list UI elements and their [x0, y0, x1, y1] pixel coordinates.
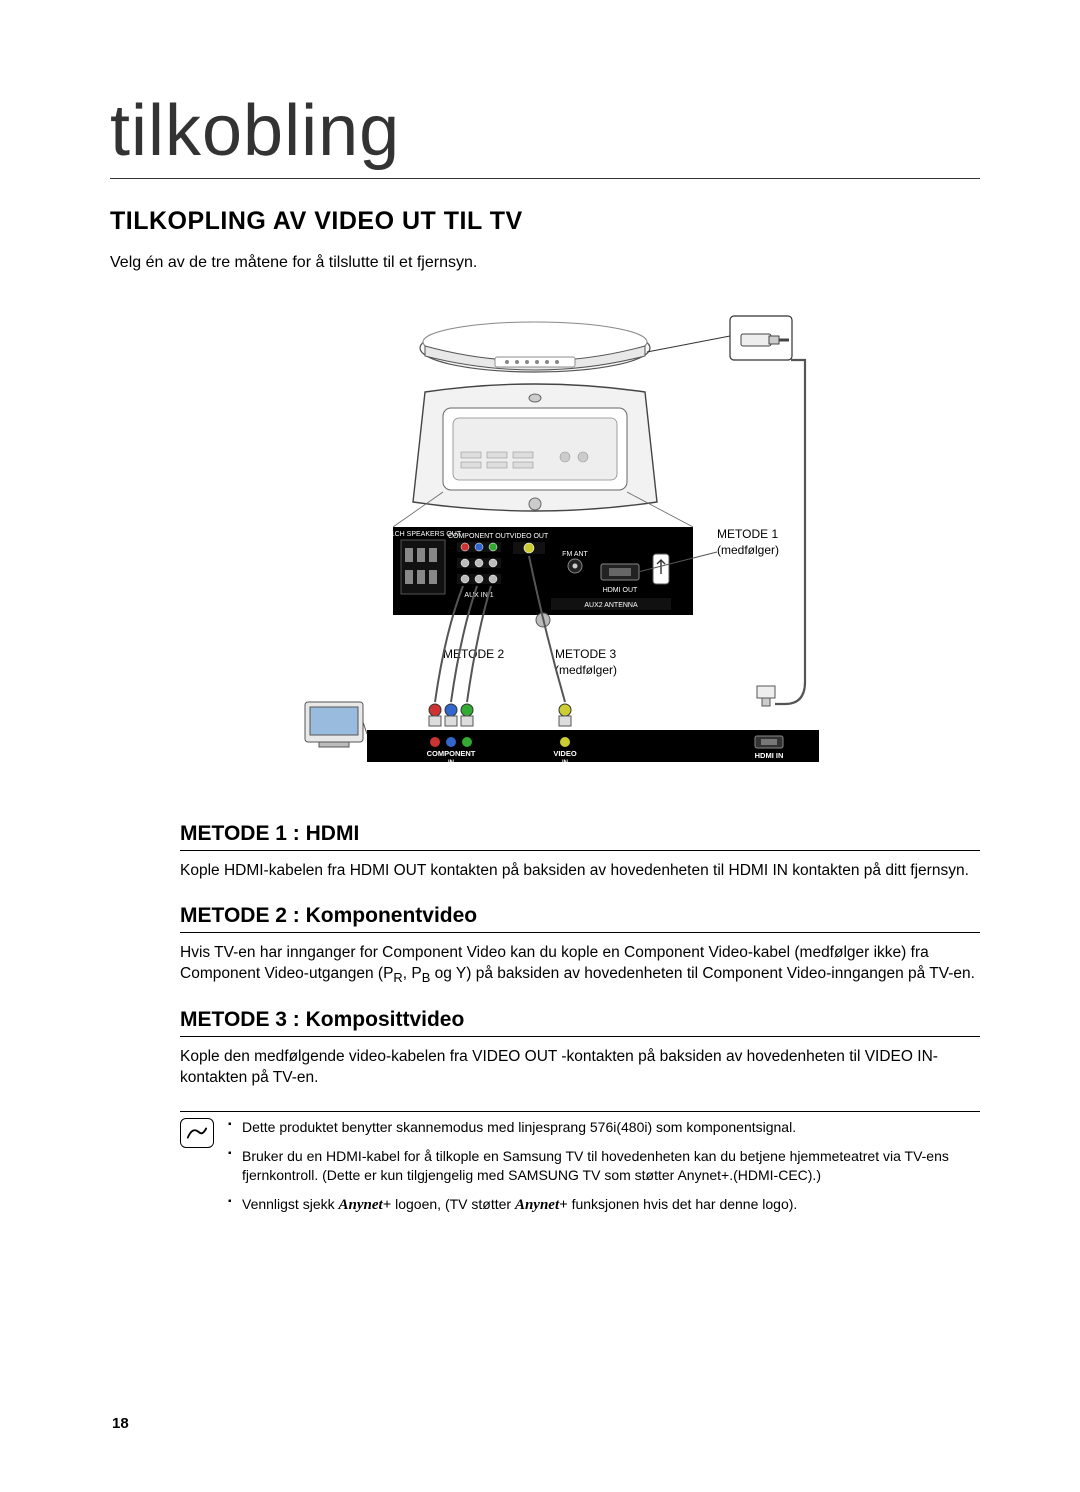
method-2-rule [180, 932, 980, 933]
chapter-rule [110, 178, 980, 179]
method-3: METODE 3 : Komposittvideo Kople den medf… [180, 1008, 980, 1089]
svg-text:VIDEO OUT: VIDEO OUT [510, 533, 549, 540]
section-title: TILKOPLING AV VIDEO UT TIL TV [110, 207, 980, 236]
method-2-heading: METODE 2 : Komponentvideo [180, 904, 980, 928]
note-icon [180, 1118, 214, 1148]
method-2-body: Hvis TV-en har innganger for Component V… [180, 943, 980, 986]
rear-panel-zoom: 2.1CH SPEAKERS OUT COMPONENT OUT [385, 527, 693, 627]
svg-text:VIDEO: VIDEO [553, 749, 577, 758]
method-3-body: Kople den medfølgende video-kabelen fra … [180, 1047, 980, 1089]
notes-rule [180, 1111, 980, 1112]
method-1-body: Kople HDMI-kabelen fra HDMI OUT kontakte… [180, 861, 980, 882]
svg-text:HDMI IN: HDMI IN [755, 751, 784, 760]
diagram-label-method1: METODE 1 [717, 527, 778, 541]
note-1: Dette produktet benytter skannemodus med… [228, 1118, 980, 1137]
connection-diagram: 2.1CH SPEAKERS OUT COMPONENT OUT [110, 302, 980, 782]
tv-input-bar: COMPONENT IN VIDEO IN HDMI IN [367, 730, 819, 766]
diagram-label-method1-sub: (medfølger) [717, 543, 779, 557]
main-unit-rear [413, 384, 657, 511]
method-3-rule [180, 1036, 980, 1037]
note-2: Bruker du en HDMI-kabel for å tilkople e… [228, 1147, 980, 1185]
notes-block: Dette produktet benytter skannemodus med… [110, 1118, 980, 1225]
section-intro: Velg én av de tre måtene for å tilslutte… [110, 254, 980, 272]
method-1-heading: METODE 1 : HDMI [180, 822, 980, 846]
method-1-rule [180, 850, 980, 851]
svg-text:IN: IN [562, 760, 568, 766]
svg-text:FM ANT: FM ANT [562, 551, 588, 558]
player-top-view [420, 322, 650, 372]
diagram-label-method3-sub: (medfølger) [555, 663, 617, 677]
svg-text:COMPONENT: COMPONENT [427, 749, 476, 758]
chapter-title: tilkobling [110, 90, 980, 172]
hdmi-cable [775, 360, 805, 704]
method-1: METODE 1 : HDMI Kople HDMI-kabelen fra H… [180, 822, 980, 882]
svg-text:HDMI OUT: HDMI OUT [603, 587, 638, 594]
svg-text:IN: IN [448, 760, 454, 766]
page-number: 18 [112, 1415, 129, 1432]
diagram-label-method3: METODE 3 [555, 647, 616, 661]
tv-icon [305, 702, 363, 747]
svg-text:COMPONENT OUT: COMPONENT OUT [448, 533, 511, 540]
svg-text:AUX2 ANTENNA: AUX2 ANTENNA [584, 602, 638, 609]
note-3: Vennligst sjekk Anynet+ logoen, (TV støt… [228, 1195, 980, 1215]
method-3-heading: METODE 3 : Komposittvideo [180, 1008, 980, 1032]
method-2: METODE 2 : Komponentvideo Hvis TV-en har… [180, 904, 980, 986]
